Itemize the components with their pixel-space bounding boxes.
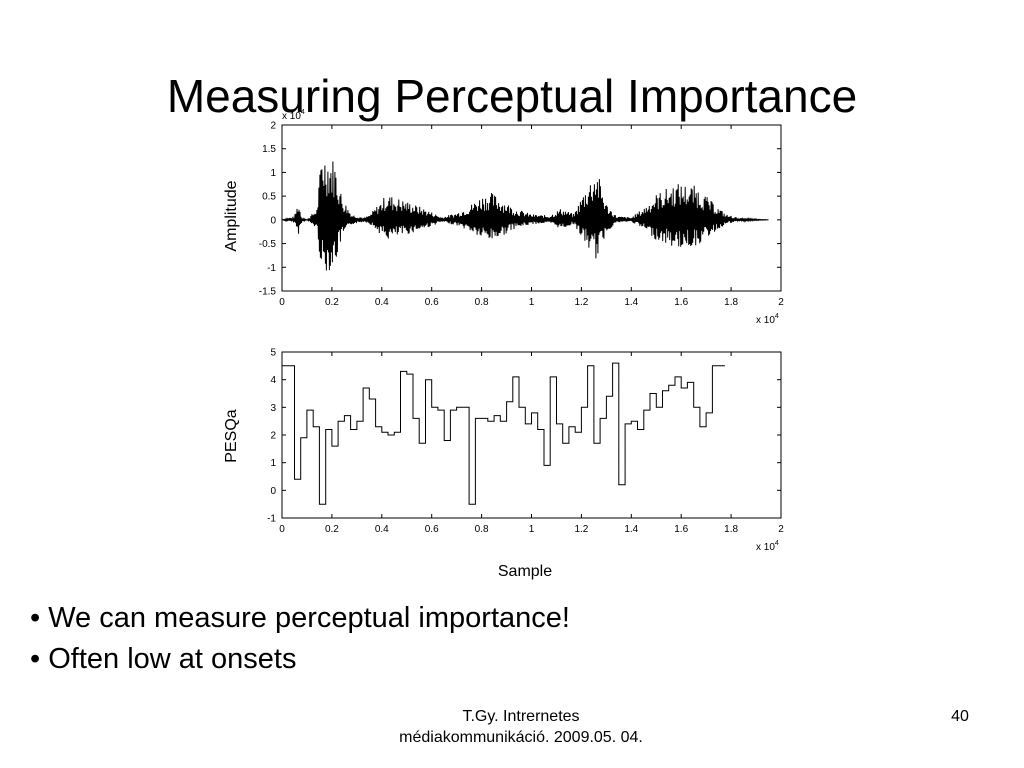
footer-line: médiakommunikáció. 2009.05. 04.: [399, 729, 643, 746]
y-tick-label: -0.5: [259, 239, 277, 250]
amplitude-y-label: Amplitude: [223, 180, 240, 251]
x-tick-label: 1.8: [724, 524, 738, 535]
x-tick-label: 1.4: [624, 524, 638, 535]
y-tick-label: -1: [267, 514, 276, 525]
amplitude-waveform: [282, 161, 769, 271]
x-tick-label: 1.8: [724, 297, 738, 308]
x-tick-label: 1.2: [574, 297, 588, 308]
y-tick-label: 1: [270, 458, 276, 469]
bullet-item: • Often low at onsets: [30, 643, 297, 675]
y-tick-label: 2: [270, 121, 276, 132]
amplitude-chart: -1.5 -1 -0.5 0 0.5 1 1.5 2 0 0.2 0.4 0.6 0.8 1 1.2 1.4…: [223, 109, 784, 326]
x-tick-label: 0: [279, 524, 285, 535]
bullet-item: • We can measure perceptual importance!: [30, 602, 570, 634]
x-tick-label: 0.8: [475, 524, 489, 535]
x-tick-label: 0.6: [425, 297, 439, 308]
x-tick-label: 1: [529, 297, 535, 308]
y-tick-label: 0: [270, 486, 276, 497]
bullet-list: • We can measure perceptual importance! …: [30, 598, 570, 680]
x-tick-label: 2: [778, 297, 784, 308]
pesqa-x-multiplier: x 104: [756, 540, 779, 553]
amplitude-y-ticks: -1.5 -1 -0.5 0 0.5 1 1.5 2: [259, 121, 781, 298]
x-tick-label: 0.4: [375, 297, 389, 308]
y-tick-label: 4: [270, 375, 276, 386]
amplitude-x-ticks: 0 0.2 0.4 0.6 0.8 1 1.2 1.4 1.6 1.8 2: [279, 125, 784, 308]
amplitude-x-multiplier: x 104: [756, 313, 779, 326]
y-tick-label: 0: [270, 215, 276, 226]
x-tick-label: 1.2: [574, 524, 588, 535]
pesqa-step-line: [282, 362, 725, 505]
pesqa-x-ticks: 0 0.2 0.4 0.6 0.8 1 1.2 1.4 1.6 1.8 2: [279, 352, 784, 535]
x-tick-label: 0.4: [375, 524, 389, 535]
y-tick-label: 5: [270, 348, 276, 359]
x-tick-label: 0.8: [475, 297, 489, 308]
footer-line: T.Gy. Intrernetes: [462, 708, 580, 725]
x-tick-label: 0.6: [425, 524, 439, 535]
x-tick-label: 1: [529, 524, 535, 535]
page-number: 40: [951, 708, 969, 725]
pesqa-y-ticks: -1 0 1 2 3 4 5: [267, 348, 781, 525]
y-tick-label: -1.5: [259, 287, 277, 298]
y-tick-label: 2: [270, 431, 276, 442]
y-tick-label: 1.5: [262, 144, 276, 155]
amplitude-y-multiplier: x 104: [282, 109, 305, 122]
slide-footer: T.Gy. Intrernetes médiakommunikáció. 200…: [356, 706, 686, 748]
y-tick-label: 0.5: [262, 192, 276, 203]
x-tick-label: 2: [778, 524, 784, 535]
y-tick-label: 1: [270, 168, 276, 179]
x-tick-label: 0: [279, 297, 285, 308]
x-tick-label: 0.2: [325, 524, 339, 535]
x-tick-label: 1.6: [674, 297, 688, 308]
pesqa-plot-frame: [281, 351, 782, 519]
y-tick-label: 3: [270, 403, 276, 414]
x-tick-label: 1.6: [674, 524, 688, 535]
pesqa-x-label: Sample: [498, 563, 552, 580]
x-tick-label: 0.2: [325, 297, 339, 308]
slide-title: Measuring Perceptual Importance: [166, 70, 858, 122]
x-tick-label: 1.4: [624, 297, 638, 308]
y-tick-label: -1: [267, 263, 276, 274]
pesqa-y-label: PESQa: [223, 409, 240, 462]
